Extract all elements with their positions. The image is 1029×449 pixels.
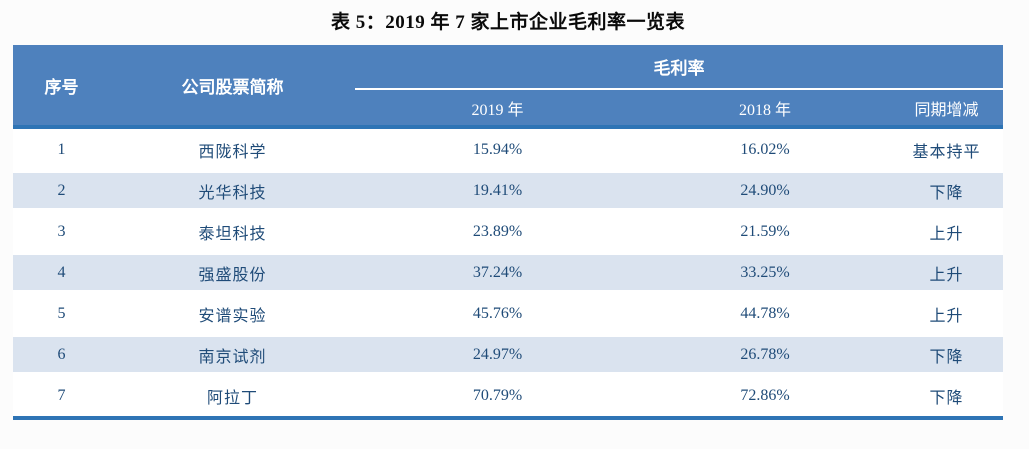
cell-index: 1 (57, 140, 66, 158)
header-margin-region: 毛利率 2019 年 2018 年 同期增减 (355, 45, 1003, 125)
cell-change: 下降 (929, 389, 964, 407)
gross-margin-table: 序号 公司股票简称 毛利率 2019 年 2018 年 同期增减 1 西陇科学 15… (13, 45, 1003, 420)
cell-company-name: 阿拉丁 (206, 389, 258, 407)
header-2018: 2018 年 (738, 101, 791, 119)
cell-margin-2019: 37.24% (472, 263, 523, 281)
cell-margin-2018: 26.78% (740, 345, 790, 363)
table-row: 6 南京试剂 24.97% 26.78% 下降 (13, 334, 1003, 375)
cell-change: 上升 (929, 307, 964, 325)
cell-margin-2019: 70.79% (472, 386, 523, 404)
cell-company-name: 泰坦科技 (198, 225, 267, 243)
table-row: 1 西陇科学 15.94% 16.02% 基本持平 (13, 129, 1003, 170)
cell-margin-2018: 16.02% (740, 140, 790, 158)
table-row: 5 安谱实验 45.76% 44.78% 上升 (13, 293, 1003, 334)
header-company: 公司股票简称 (181, 77, 284, 97)
cell-index: 2 (57, 181, 66, 199)
cell-company-name: 西陇科学 (198, 143, 267, 161)
cell-margin-2018: 72.86% (740, 386, 790, 404)
cell-margin-2018: 33.25% (740, 263, 790, 281)
cell-margin-2019: 19.41% (472, 181, 523, 199)
cell-margin-2019: 45.76% (472, 304, 523, 322)
cell-company-name: 强盛股份 (198, 266, 267, 284)
table-body: 1 西陇科学 15.94% 16.02% 基本持平 2 光华科技 19.41% 24.90% 下降… (13, 129, 1003, 416)
table-row: 4 强盛股份 37.24% 33.25% 上升 (13, 252, 1003, 293)
header-divider-line (355, 88, 1003, 90)
cell-company-name: 南京试剂 (198, 348, 267, 366)
cell-margin-2019: 15.94% (472, 140, 523, 158)
table-title: 表 5：2019 年 7 家上市企业毛利率一览表 (330, 12, 685, 33)
table-header: 序号 公司股票简称 毛利率 2019 年 2018 年 同期增减 (13, 45, 1003, 125)
cell-index: 6 (57, 345, 66, 363)
cell-index: 4 (57, 263, 66, 281)
cell-index: 3 (57, 222, 66, 240)
cell-change: 上升 (929, 266, 964, 284)
header-subrow: 2019 年 2018 年 同期增减 (355, 90, 1003, 125)
cell-margin-2018: 21.59% (740, 222, 790, 240)
table-row: 7 阿拉丁 70.79% 72.86% 下降 (13, 375, 1003, 416)
header-margin-group: 毛利率 (653, 59, 705, 78)
cell-change: 上升 (929, 225, 964, 243)
cell-company-name: 光华科技 (198, 184, 267, 202)
cell-change: 基本持平 (912, 143, 981, 161)
cell-index: 7 (57, 386, 66, 404)
cell-change: 下降 (929, 184, 964, 202)
header-bottom-border (13, 125, 1003, 129)
table-bottom-border (13, 416, 1003, 420)
cell-margin-2019: 23.89% (472, 222, 523, 240)
table-row: 3 泰坦科技 23.89% 21.59% 上升 (13, 211, 1003, 252)
cell-change: 下降 (929, 348, 964, 366)
cell-margin-2019: 24.97% (472, 345, 523, 363)
header-change: 同期增减 (914, 101, 979, 119)
cell-index: 5 (57, 304, 66, 322)
cell-margin-2018: 24.90% (740, 181, 790, 199)
header-index: 序号 (44, 77, 79, 97)
cell-margin-2018: 44.78% (740, 304, 790, 322)
table-row: 2 光华科技 19.41% 24.90% 下降 (13, 170, 1003, 211)
header-2019: 2019 年 (471, 101, 524, 119)
cell-company-name: 安谱实验 (198, 307, 267, 325)
